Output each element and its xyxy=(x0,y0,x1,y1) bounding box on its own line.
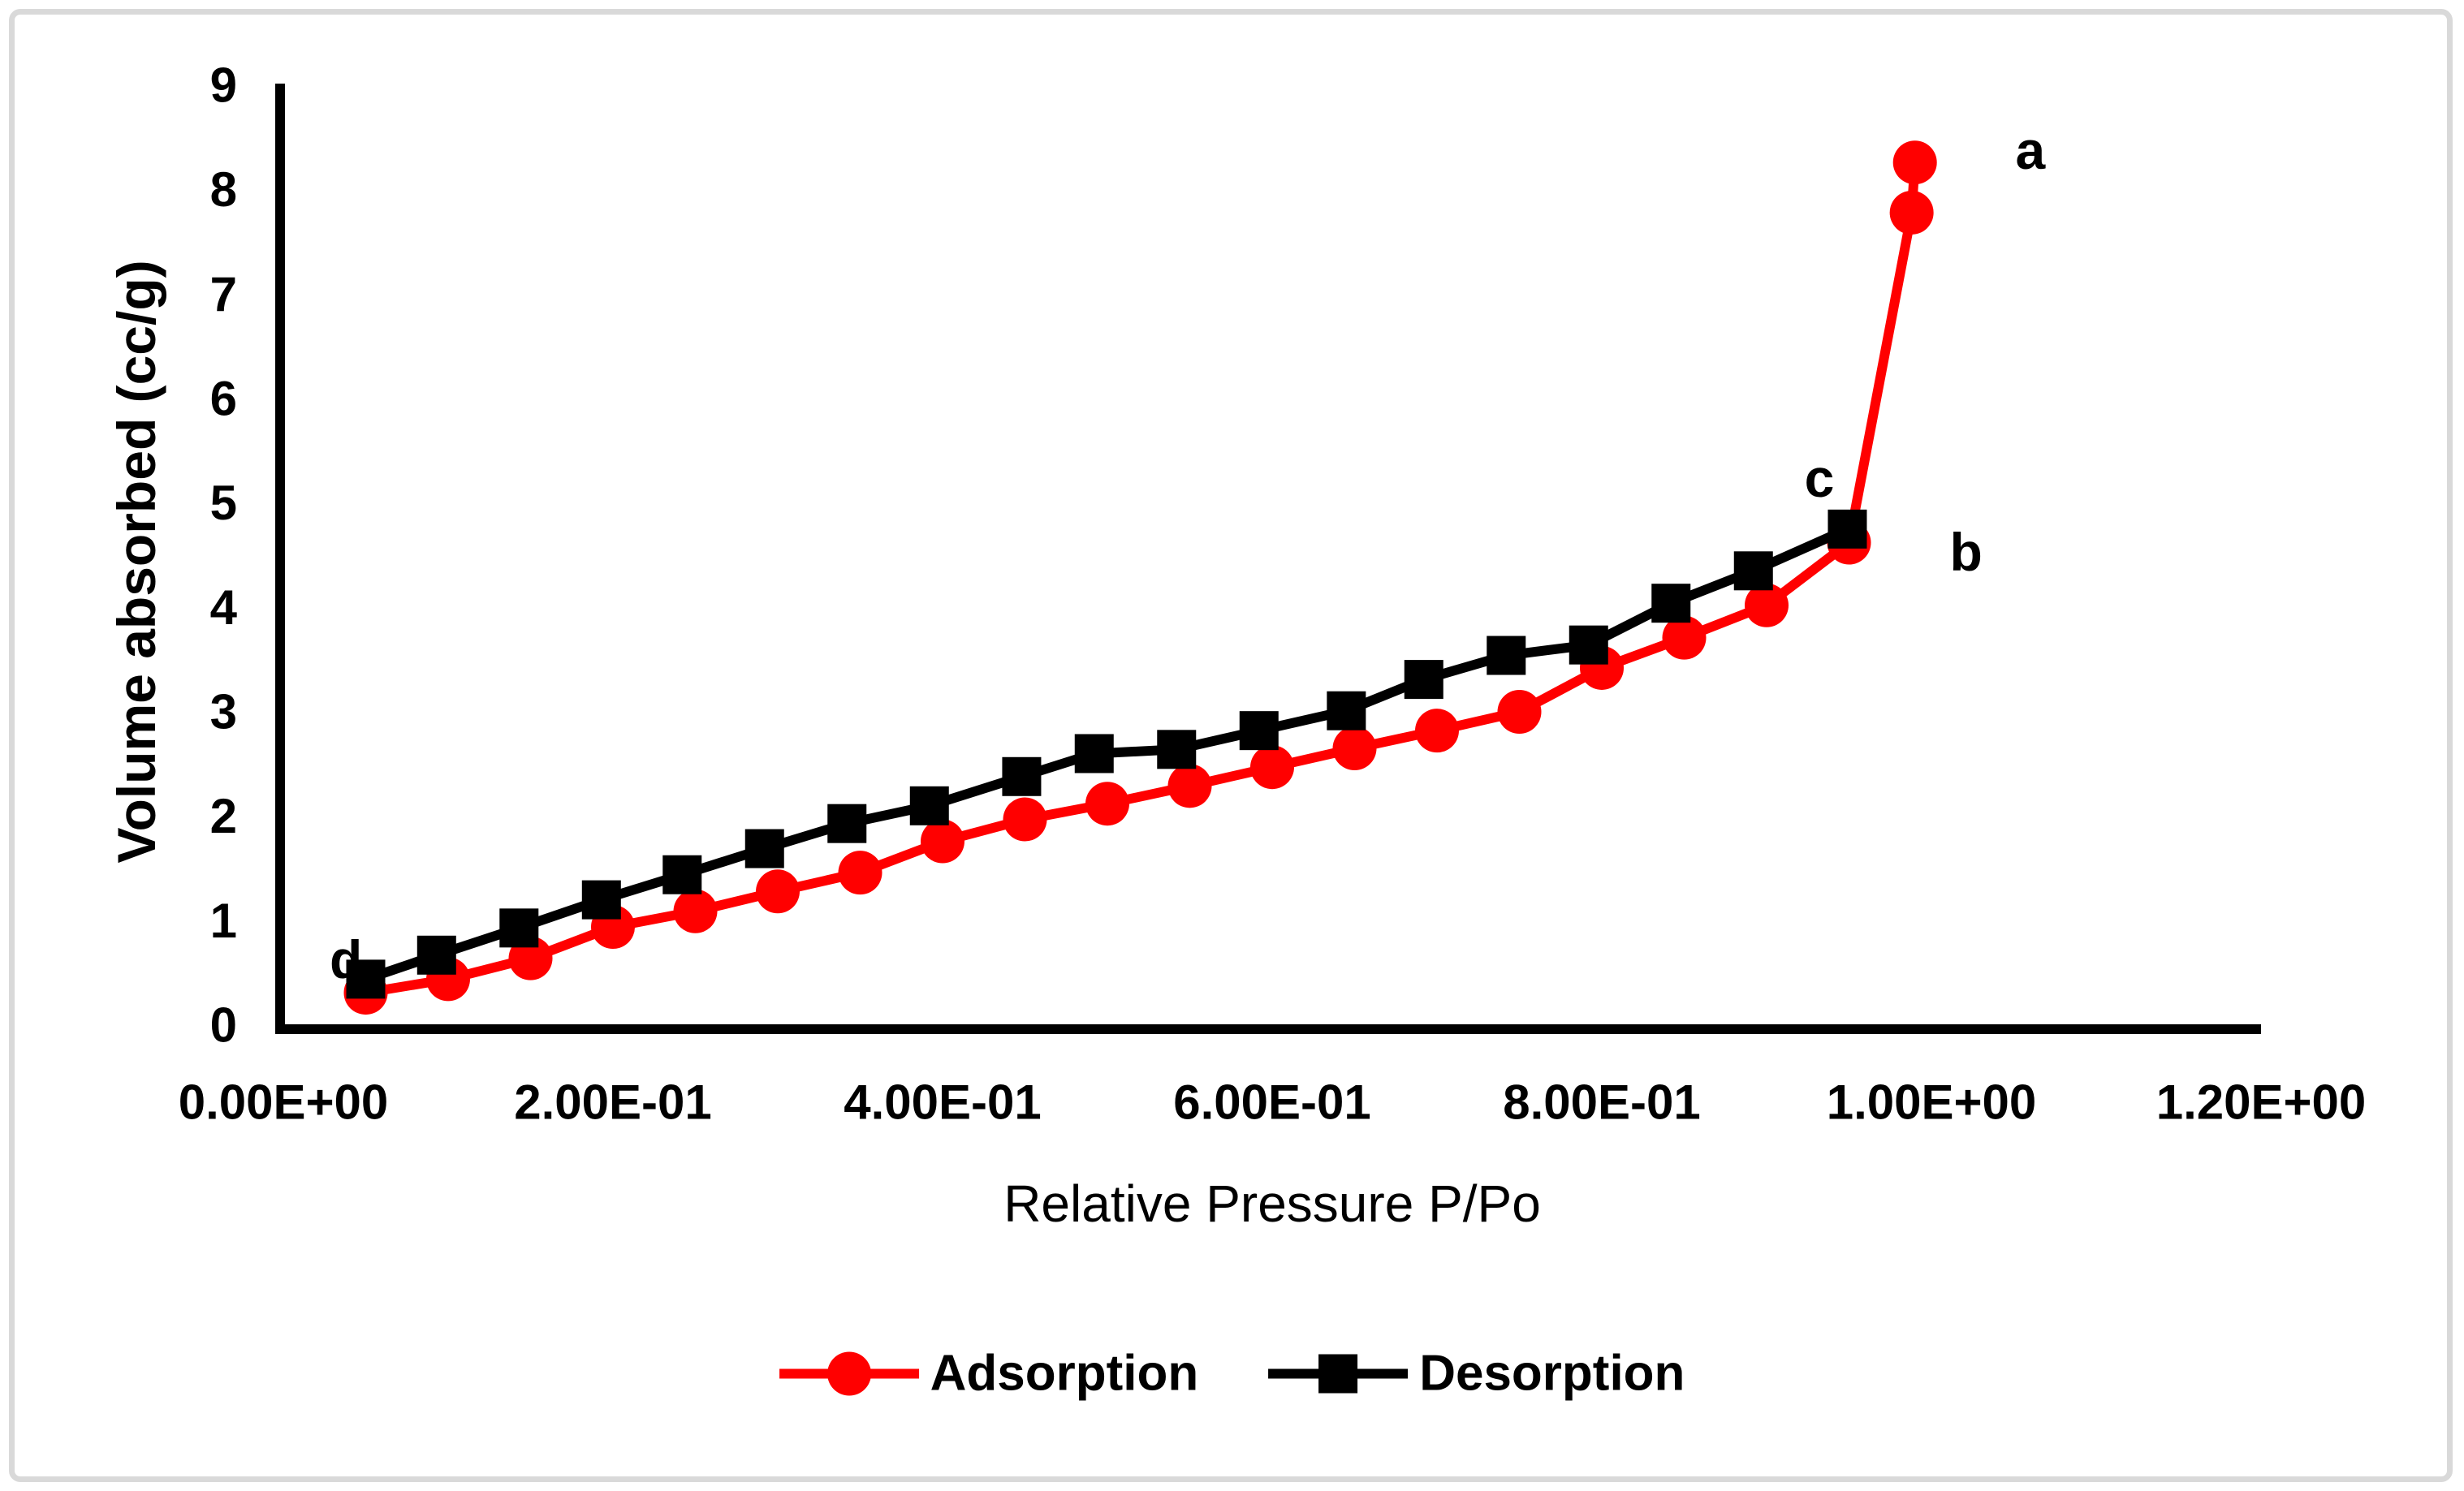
adsorption-marker xyxy=(1250,745,1294,790)
y-tick-label: 2 xyxy=(210,789,237,843)
annotation-label-a: a xyxy=(2015,120,2046,180)
y-axis-title: Volume absorbed (cc/g) xyxy=(106,260,166,864)
adsorption-legend-marker xyxy=(779,1351,919,1396)
x-tick-label: 4.00E-01 xyxy=(844,1075,1042,1130)
desorption-marker xyxy=(662,855,702,894)
desorption-marker xyxy=(1651,584,1691,623)
x-axis-line xyxy=(275,1024,2261,1034)
x-tick-label: 1.00E+00 xyxy=(1827,1075,2037,1130)
desorption-marker xyxy=(1074,734,1114,774)
adsorption-line xyxy=(360,157,1920,998)
desorption-marker xyxy=(1569,625,1608,665)
adsorption-marker xyxy=(756,869,800,914)
y-tick-label: 1 xyxy=(210,894,237,948)
adsorption-marker xyxy=(1003,797,1047,842)
adsorption-circle-icon xyxy=(826,1351,871,1395)
annotation-label-d: d xyxy=(330,929,362,989)
y-tick-label: 6 xyxy=(210,372,237,426)
desorption-marker xyxy=(499,908,539,948)
adsorption-marker xyxy=(1662,615,1707,660)
adsorption-marker xyxy=(1892,140,1937,185)
desorption-marker xyxy=(1239,711,1279,751)
desorption-marker xyxy=(1733,551,1773,591)
annotation-label-c: c xyxy=(1805,448,1835,508)
desorption-marker xyxy=(1404,660,1443,700)
adsorption-legend-label: Adsorption xyxy=(930,1345,1199,1402)
y-tick-label: 5 xyxy=(210,476,237,530)
desorption-legend-marker xyxy=(1268,1351,1409,1396)
desorption-marker xyxy=(346,959,386,999)
desorption-marker xyxy=(1828,509,1867,549)
desorption-marker xyxy=(744,829,784,868)
x-tick-label: 1.20E+00 xyxy=(2156,1075,2367,1130)
adsorption-marker xyxy=(1497,690,1542,734)
desorption-marker xyxy=(827,804,867,843)
y-tick-label: 0 xyxy=(210,998,237,1053)
desorption-marker xyxy=(1327,691,1366,730)
adsorption-marker xyxy=(1332,726,1377,771)
adsorption-marker xyxy=(1745,583,1789,627)
desorption-marker xyxy=(1157,730,1197,769)
legend-item-desorption: Desorption xyxy=(1268,1345,1685,1403)
y-axis-line xyxy=(275,84,285,1033)
legend: Adsorption Desorption xyxy=(779,1345,1685,1403)
desorption-marker xyxy=(416,935,456,975)
x-tick-label: 8.00E-01 xyxy=(1503,1075,1701,1130)
adsorption-marker xyxy=(673,889,718,933)
y-tick-label: 3 xyxy=(210,685,237,739)
annotation-label-b: b xyxy=(1949,522,1982,582)
y-tick-label: 4 xyxy=(210,580,238,635)
desorption-marker xyxy=(581,880,621,920)
x-axis-title: Relative Pressure P/Po xyxy=(1003,1174,1541,1233)
desorption-square-icon xyxy=(1318,1354,1358,1393)
x-tick-label: 0.00E+00 xyxy=(179,1075,389,1130)
desorption-marker xyxy=(1002,756,1042,796)
adsorption-marker xyxy=(838,851,882,895)
desorption-marker xyxy=(909,786,949,825)
adsorption-marker xyxy=(1085,782,1129,826)
desorption-marker xyxy=(1487,636,1526,675)
y-tick-label: 9 xyxy=(210,58,237,113)
adsorption-marker xyxy=(1415,709,1459,753)
desorption-legend-label: Desorption xyxy=(1419,1345,1685,1402)
adsorption-marker xyxy=(1167,764,1212,808)
y-tick-label: 7 xyxy=(210,267,237,321)
x-tick-label: 6.00E-01 xyxy=(1173,1075,1371,1130)
adsorption-marker xyxy=(1889,190,1934,235)
y-tick-label: 8 xyxy=(210,162,237,217)
adsorption-marker xyxy=(921,819,964,864)
legend-item-adsorption: Adsorption xyxy=(779,1345,1199,1403)
x-tick-label: 2.00E-01 xyxy=(514,1075,712,1130)
